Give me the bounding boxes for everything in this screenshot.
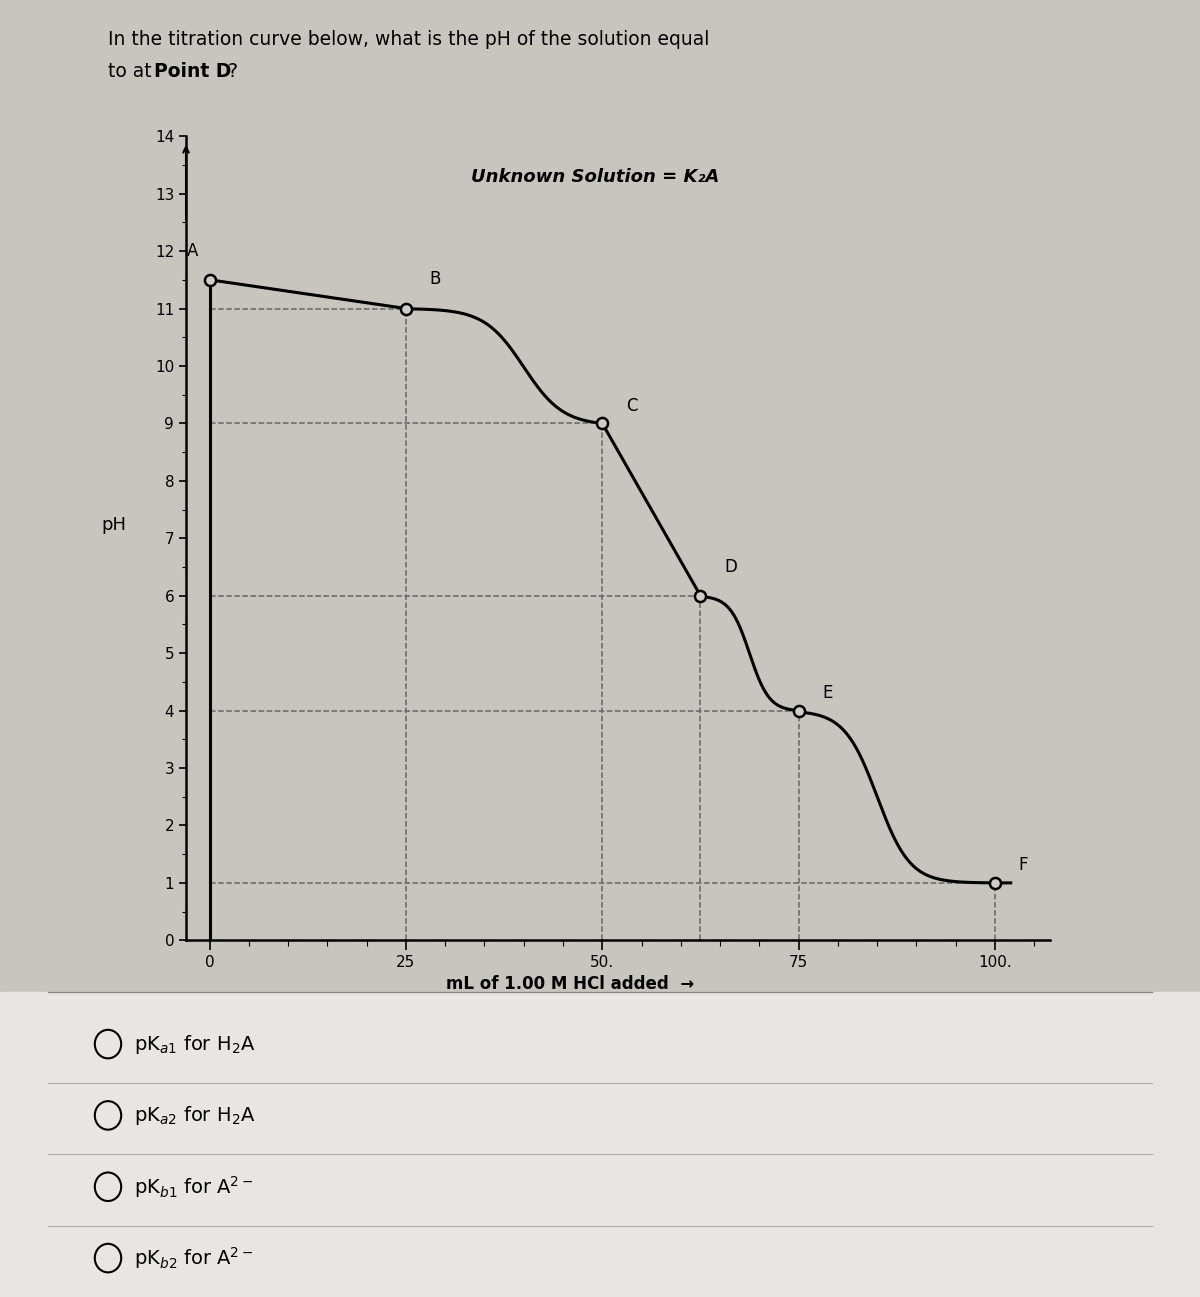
Text: E: E <box>822 684 833 702</box>
Text: A: A <box>186 241 198 259</box>
Text: In the titration curve below, what is the pH of the solution equal: In the titration curve below, what is th… <box>108 30 709 49</box>
Text: Point D: Point D <box>154 62 230 82</box>
Text: pK$_{b1}$ for A$^{2-}$: pK$_{b1}$ for A$^{2-}$ <box>134 1174 253 1200</box>
Text: pK$_{b2}$ for A$^{2-}$: pK$_{b2}$ for A$^{2-}$ <box>134 1245 253 1271</box>
Text: D: D <box>724 558 737 576</box>
Text: pH: pH <box>102 516 126 534</box>
Text: to at: to at <box>108 62 157 82</box>
Text: pK$_{a1}$ for H$_2$A: pK$_{a1}$ for H$_2$A <box>134 1032 256 1056</box>
Text: B: B <box>430 270 440 288</box>
Text: Unknown Solution = K₂A: Unknown Solution = K₂A <box>472 169 719 187</box>
Text: pK$_{a2}$ for H$_2$A: pK$_{a2}$ for H$_2$A <box>134 1104 256 1127</box>
Text: C: C <box>626 397 637 415</box>
Text: mL of 1.00 M HCl added  →: mL of 1.00 M HCl added → <box>446 975 694 994</box>
Text: F: F <box>1019 856 1028 874</box>
Text: ?: ? <box>228 62 238 82</box>
